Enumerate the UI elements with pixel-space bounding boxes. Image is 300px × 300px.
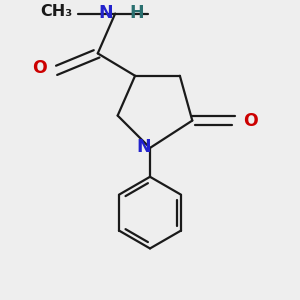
- Text: N: N: [98, 4, 113, 22]
- Text: CH₃: CH₃: [40, 4, 73, 19]
- Text: N: N: [136, 138, 151, 156]
- Text: O: O: [32, 59, 46, 77]
- Text: H: H: [129, 4, 144, 22]
- Text: O: O: [244, 112, 258, 130]
